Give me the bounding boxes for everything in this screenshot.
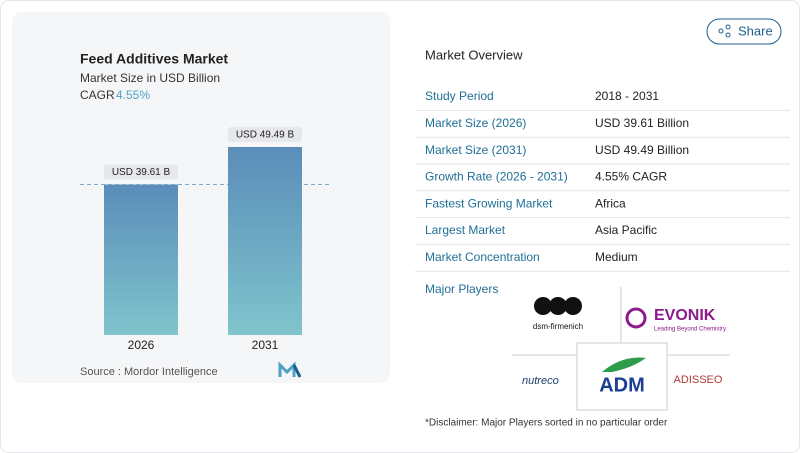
player-logo: ADM [599, 374, 645, 396]
player-tagline: Leading Beyond Chemistry [654, 327, 726, 333]
overview-table: Study Period 2018 - 2031 Market Size (2026… [415, 89, 790, 272]
share-icon [725, 24, 731, 30]
share-frame[interactable] [706, 18, 782, 45]
row-label: Largest Market [425, 223, 506, 237]
bar [104, 184, 178, 335]
bar-chart: USD 39.61 B 2026 USD 49.49 B 2031 [80, 127, 330, 352]
row-value: 4.55% CAGR [595, 170, 667, 184]
chart-card [12, 12, 390, 383]
players-grid [512, 287, 730, 411]
row-value: Asia Pacific [595, 223, 657, 237]
x-tick-label: 2031 [252, 338, 279, 352]
value-label: USD 49.49 B [236, 130, 295, 141]
bar [228, 147, 302, 335]
disclaimer: *Disclaimer: Major Players sorted in no … [425, 418, 668, 429]
row-value: 2018 - 2031 [595, 89, 659, 103]
chart-title: Feed Additives Market [80, 51, 228, 67]
share-label[interactable]: Share [738, 23, 773, 38]
cagr-label: CAGR [80, 88, 115, 102]
row-label: Market Size (2031) [425, 143, 526, 157]
overview-title: Market Overview [425, 47, 523, 62]
cagr-value: 4.55% [116, 88, 150, 102]
share-icon [725, 32, 731, 38]
row-label: Market Size (2026) [425, 116, 526, 130]
value-label-box [228, 127, 302, 142]
player-logo: ADISSEO [674, 374, 723, 386]
row-value: USD 49.49 Billion [595, 143, 689, 157]
share-icon [718, 28, 724, 34]
value-label-box [104, 164, 178, 180]
brand-icon [278, 361, 302, 378]
player-logo: dsm-firmenich [533, 322, 583, 331]
row-value: Medium [595, 250, 638, 264]
source: Source : Mordor Intelligence [80, 366, 218, 378]
value-label: USD 39.61 B [112, 167, 171, 178]
chart-subtitle: Market Size in USD Billion [80, 71, 220, 85]
player-logo: EVONIK [654, 307, 716, 324]
player-logo: nutreco [522, 375, 559, 387]
row-label: Market Concentration [425, 250, 540, 264]
row-value: USD 39.61 Billion [595, 116, 689, 130]
row-label: Study Period [425, 89, 494, 103]
x-tick-label: 2026 [128, 338, 155, 352]
share-button[interactable]: Share [706, 18, 782, 45]
players-title: Major Players [425, 282, 498, 296]
row-value: Africa [595, 196, 626, 210]
row-label: Growth Rate (2026 - 2031) [425, 170, 568, 184]
row-label: Fastest Growing Market [425, 196, 553, 210]
